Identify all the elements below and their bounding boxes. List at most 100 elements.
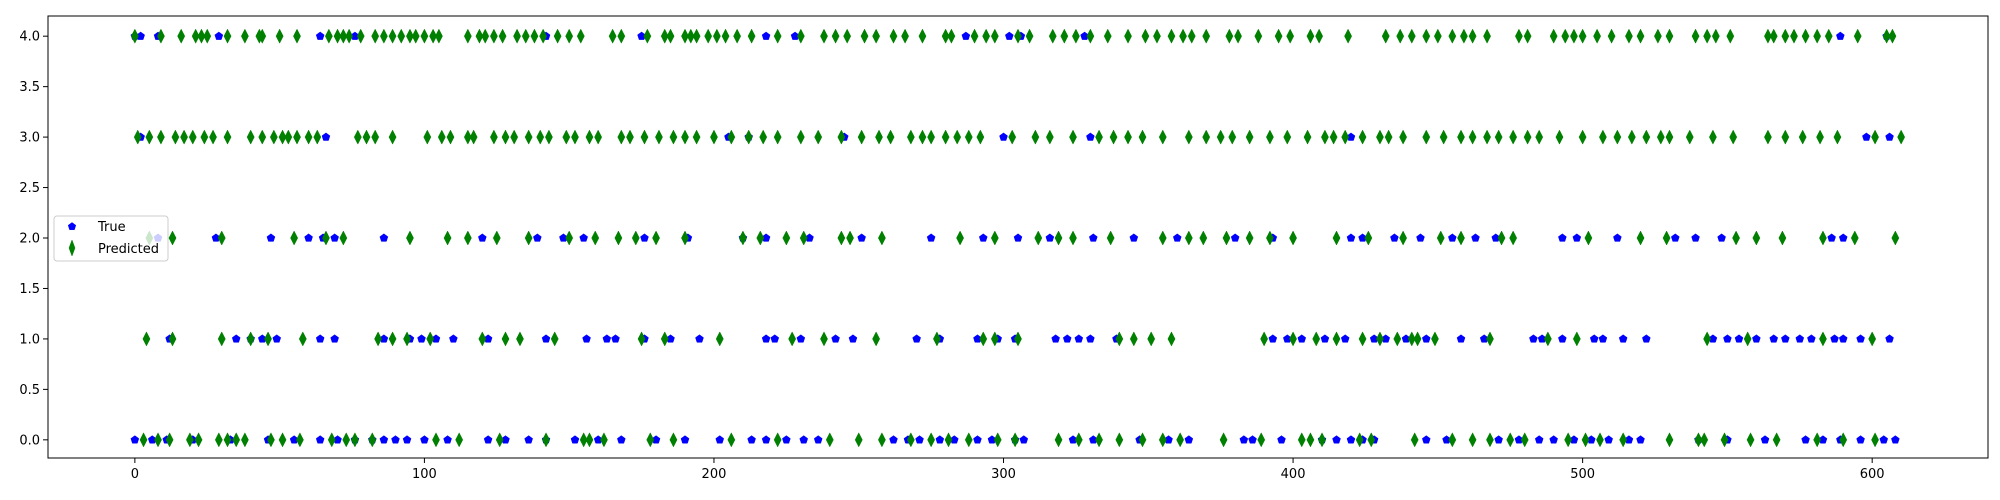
predicted-point (579, 432, 588, 448)
predicted-point (1871, 129, 1879, 145)
predicted-point (145, 129, 154, 145)
true-point (1642, 334, 1651, 343)
predicted-point (139, 432, 148, 448)
predicted-point (232, 432, 241, 448)
predicted-point (1596, 432, 1604, 448)
predicted-point (941, 28, 950, 44)
predicted-point (492, 230, 501, 246)
predicted-point (345, 28, 354, 44)
predicted-point (1494, 129, 1503, 145)
predicted-point (1025, 28, 1034, 44)
predicted-point (223, 432, 232, 448)
true-point (1589, 334, 1599, 343)
predicted-point (1095, 129, 1103, 145)
predicted-point (264, 331, 272, 347)
true-point (1086, 334, 1095, 343)
predicted-point (1422, 129, 1431, 145)
predicted-point (956, 230, 964, 246)
true-point (231, 334, 241, 343)
predicted-point (681, 28, 689, 44)
predicted-point (1665, 432, 1674, 448)
predicted-point (1819, 331, 1827, 347)
predicted-point (1222, 230, 1231, 246)
predicted-point (426, 331, 435, 347)
predicted-point (1072, 28, 1080, 44)
predicted-point (353, 129, 362, 145)
predicted-point (715, 331, 724, 347)
predicted-point (298, 331, 307, 347)
predicted-point (1106, 230, 1115, 246)
predicted-point (1523, 129, 1532, 145)
true-point (1248, 435, 1257, 444)
predicted-point (542, 432, 550, 448)
predicted-point (872, 331, 881, 347)
true-point (1670, 233, 1680, 242)
predicted-point (712, 28, 721, 44)
predicted-point (906, 129, 915, 145)
predicted-point (185, 432, 194, 448)
predicted-point (773, 129, 782, 145)
predicted-point (209, 129, 217, 145)
true-point (782, 435, 791, 444)
true-point (1421, 435, 1431, 444)
predicted-point (1752, 230, 1761, 246)
true-point (417, 334, 426, 343)
predicted-point (626, 129, 634, 145)
true-point (1769, 334, 1779, 343)
predicted-point (1115, 432, 1124, 448)
true-point (1723, 334, 1732, 343)
predicted-point (756, 230, 765, 246)
predicted-point (733, 28, 742, 44)
predicted-point (1031, 129, 1040, 145)
predicted-point (1654, 28, 1662, 44)
predicted-point (1483, 129, 1491, 145)
x-tick-label: 500 (1570, 467, 1595, 482)
true-point (1604, 435, 1613, 444)
x-tick-label: 100 (412, 467, 437, 482)
predicted-point (1642, 129, 1651, 145)
predicted-point (1306, 28, 1315, 44)
legend-marker-predicted (68, 239, 76, 257)
true-point (1074, 334, 1084, 343)
plot-frame (47, 15, 1989, 459)
true-point (611, 334, 620, 343)
predicted-point (692, 129, 701, 145)
predicted-point (501, 129, 510, 145)
predicted-point (796, 129, 805, 145)
true-point (315, 435, 325, 444)
predicted-point (1625, 28, 1633, 44)
true-point (1346, 435, 1356, 444)
true-point (1891, 435, 1900, 444)
predicted-point (1158, 129, 1167, 145)
predicted-point (886, 129, 895, 145)
predicted-point (1694, 432, 1703, 448)
true-point (761, 435, 771, 444)
y-tick-label: 2.5 (19, 181, 40, 196)
predicted-point (660, 28, 669, 44)
predicted-point (1607, 28, 1616, 44)
y-tick-label: 4.0 (19, 30, 40, 45)
true-point (1416, 233, 1425, 242)
true-point (761, 334, 771, 343)
x-tick-label: 600 (1860, 467, 1885, 482)
predicted-point (1581, 432, 1590, 448)
predicted-point (591, 230, 600, 246)
predicted-point (820, 28, 828, 44)
predicted-point (1439, 129, 1448, 145)
predicted-point (944, 432, 953, 448)
true-point (443, 435, 452, 444)
predicted-point (1833, 129, 1842, 145)
predicted-point (927, 129, 936, 145)
predicted-point (284, 129, 293, 145)
true-point (1795, 334, 1805, 343)
predicted-point (1700, 432, 1709, 448)
predicted-point (990, 28, 999, 44)
predicted-point (1393, 331, 1402, 347)
true-point (747, 435, 756, 444)
predicted-point (168, 331, 177, 347)
predicted-point (837, 129, 846, 145)
predicted-point (1685, 129, 1694, 145)
predicted-point (379, 28, 388, 44)
predicted-point (490, 28, 498, 44)
true-point (926, 233, 936, 242)
